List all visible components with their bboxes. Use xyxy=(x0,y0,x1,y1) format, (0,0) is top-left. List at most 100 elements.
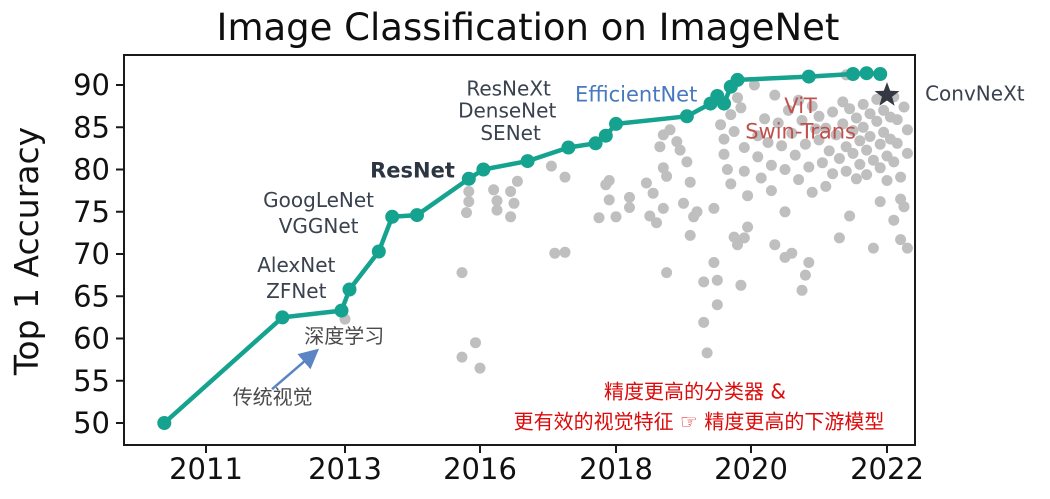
scatter-point xyxy=(549,247,561,259)
scatter-point xyxy=(463,196,475,208)
y-tick-label: 55 xyxy=(73,364,110,398)
convnext-star-marker xyxy=(874,82,900,106)
scatter-point xyxy=(779,164,791,175)
scatter-point xyxy=(830,129,842,141)
y-tick-label: 90 xyxy=(73,68,110,102)
scatter-point xyxy=(799,138,811,150)
scatter-point xyxy=(901,147,913,159)
scatter-point xyxy=(461,207,472,219)
scatter-point xyxy=(857,121,869,133)
scatter-point xyxy=(813,134,825,146)
milestone-point xyxy=(801,69,816,84)
annotation-dark: GoogLeNet xyxy=(263,188,374,212)
y-tick-label: 65 xyxy=(73,279,110,313)
scatter-point xyxy=(728,231,740,243)
scatter-point xyxy=(674,144,686,156)
scatter-point xyxy=(708,257,720,268)
scatter-point xyxy=(844,103,856,115)
milestone-point xyxy=(609,116,623,131)
scatter-point xyxy=(725,178,737,190)
milestone-point xyxy=(859,66,874,81)
scatter-point xyxy=(888,156,900,168)
x-tick-label: 2020 xyxy=(714,452,788,486)
scatter-point xyxy=(891,137,903,149)
scatter-point xyxy=(861,144,873,156)
scatter-point xyxy=(651,217,662,229)
scatter-point xyxy=(491,204,503,216)
annotation-dark: AlexNet xyxy=(257,253,335,277)
scatter-point xyxy=(867,154,879,166)
milestone-point xyxy=(461,171,476,186)
milestone-point xyxy=(598,128,613,143)
scatter-point xyxy=(793,174,805,186)
scatter-point xyxy=(752,151,764,163)
scatter-point xyxy=(786,247,798,259)
y-tick-label: 75 xyxy=(73,195,110,229)
scatter-point xyxy=(698,276,710,288)
scatter-point xyxy=(735,279,747,291)
annotation-blue: EfficientNet xyxy=(575,82,697,106)
scatter-point xyxy=(854,158,866,170)
milestone-point xyxy=(275,310,290,325)
scatter-point xyxy=(671,136,683,148)
scatter-point xyxy=(759,113,771,125)
scatter-point xyxy=(806,186,818,198)
scatter-point xyxy=(610,211,622,223)
scatter-point xyxy=(738,232,750,244)
scatter-point xyxy=(684,176,696,188)
milestone-point xyxy=(520,154,535,169)
scatter-point xyxy=(718,133,730,145)
scatter-point xyxy=(678,197,689,209)
scatter-point xyxy=(463,186,475,197)
scatter-point xyxy=(711,274,723,286)
scatter-point xyxy=(901,242,913,254)
scatter-point xyxy=(789,149,801,161)
scatter-point xyxy=(837,118,849,130)
scatter-point xyxy=(708,202,720,214)
scatter-point xyxy=(624,202,635,213)
annotation-gray: 深度学习 xyxy=(304,324,384,348)
scatter-point xyxy=(840,141,852,153)
scatter-point xyxy=(820,122,832,134)
scatter-point xyxy=(833,232,845,244)
scatter-point xyxy=(647,187,659,199)
scatter-point xyxy=(508,197,520,209)
scatter-point xyxy=(864,108,876,120)
scatter-points-layer xyxy=(339,69,913,374)
annotation-dark: ZFNet xyxy=(266,279,326,303)
milestone-point xyxy=(873,67,888,81)
scatter-point xyxy=(881,175,893,186)
milestone-point xyxy=(730,72,745,87)
scatter-point xyxy=(491,195,503,207)
scatter-point xyxy=(813,110,825,122)
scatter-point xyxy=(657,162,669,174)
scatter-point xyxy=(857,98,869,110)
scatter-point xyxy=(748,79,760,91)
scatter-point xyxy=(738,142,750,153)
scatter-point xyxy=(874,162,886,174)
scatter-point xyxy=(782,104,794,116)
scatter-point xyxy=(844,210,856,222)
annotation-dark: SENet xyxy=(480,121,541,145)
scatter-point xyxy=(871,115,883,127)
annotation-brick: ViT xyxy=(784,94,817,118)
scatter-point xyxy=(755,172,767,184)
convnext-star-layer xyxy=(874,82,900,106)
milestone-point xyxy=(561,140,576,155)
annotation-red: 更有效的视觉特征 ☞ 精度更高的下游模型 xyxy=(514,409,885,433)
scatter-point xyxy=(545,160,557,172)
annotation-dark: ResNeXt xyxy=(466,76,551,100)
scatter-point xyxy=(559,171,571,183)
scatter-point xyxy=(861,169,873,181)
x-tick-label: 2022 xyxy=(850,452,924,486)
scatter-point xyxy=(644,210,656,222)
scatter-point xyxy=(898,201,910,213)
scatter-point xyxy=(827,168,839,180)
scatter-point xyxy=(698,316,710,328)
scatter-point xyxy=(752,130,764,142)
milestone-point xyxy=(679,109,694,124)
annotation-dark: DenseNet xyxy=(458,98,556,122)
scatter-point xyxy=(847,147,859,159)
y-tick-label: 85 xyxy=(73,110,110,144)
milestone-point xyxy=(342,282,357,297)
